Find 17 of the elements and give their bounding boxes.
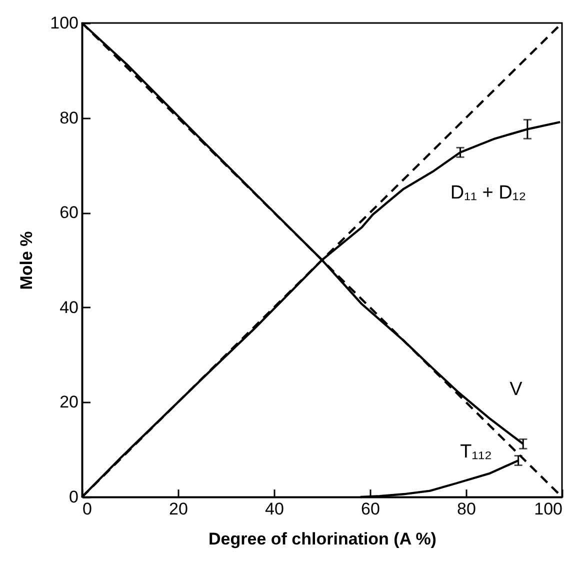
y-tick-label: 80 [60, 108, 78, 128]
y-tick-label: 20 [60, 392, 78, 412]
x-tick-label: 80 [457, 500, 476, 518]
x-tick-label: 60 [361, 500, 380, 518]
y-tick-label: 40 [60, 298, 78, 317]
x-tick-label: 100 [534, 500, 562, 518]
x-axis-title: Degree of chlorination (A %) [208, 530, 436, 548]
y-tick-label: 60 [60, 203, 78, 222]
x-tick-label: 0 [82, 500, 92, 518]
y-axis-title: Mole % [17, 231, 36, 290]
series-label: V [510, 378, 523, 400]
x-tick-label: 40 [265, 500, 284, 518]
y-tick-label: 100 [50, 14, 78, 32]
x-tick-label: 20 [169, 500, 188, 518]
series-label: D₁₁ + D₁₂ [450, 182, 526, 204]
y-tick-label: 0 [69, 488, 78, 506]
series-label: T₁₁₂ [460, 441, 492, 462]
